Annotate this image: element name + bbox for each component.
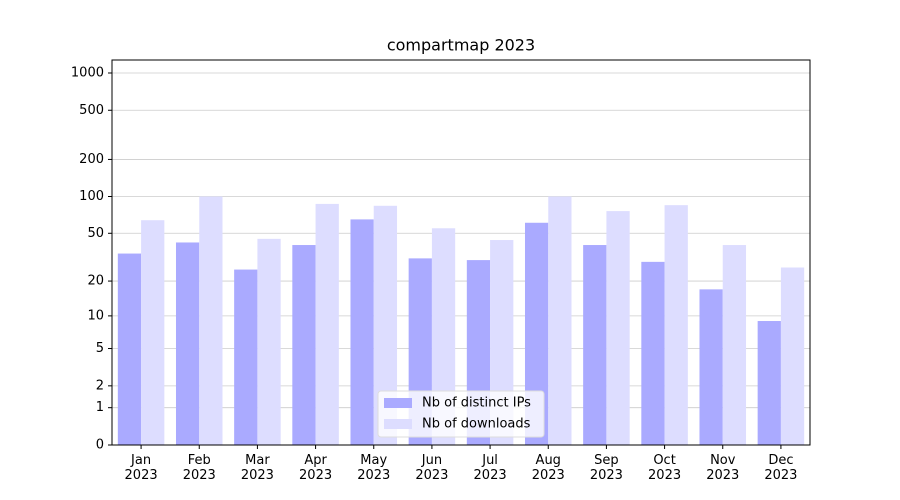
legend-swatch [384, 419, 412, 429]
bar [722, 245, 747, 445]
x-tick-label: Jun 2023 [415, 453, 449, 483]
x-tick-label: Oct 2023 [648, 453, 682, 483]
x-tick-label: May 2023 [357, 453, 391, 483]
bar [350, 219, 374, 445]
y-tick-label: 2 [96, 378, 104, 393]
y-tick-label: 500 [79, 103, 104, 118]
x-tick-label: Feb 2023 [182, 453, 216, 483]
x-tick-label: Apr 2023 [299, 453, 333, 483]
bar [117, 253, 142, 445]
x-tick-label: Jan 2023 [124, 453, 158, 483]
bar [257, 238, 281, 445]
bar [664, 205, 688, 445]
y-tick-label: 100 [79, 189, 104, 204]
x-tick-label: Mar 2023 [240, 453, 274, 483]
y-tick-label: 20 [87, 274, 104, 289]
y-tick-label: 50 [87, 226, 104, 241]
bar [373, 205, 398, 445]
x-tick-label: Aug 2023 [531, 453, 565, 483]
y-tick-label: 0 [96, 438, 104, 453]
y-tick-label: 200 [79, 152, 104, 167]
y-tick-label: 1000 [71, 65, 104, 80]
bar [141, 220, 165, 445]
bar [524, 222, 549, 445]
bar [199, 196, 223, 445]
legend: Nb of distinct IPs Nb of downloads [377, 390, 545, 438]
legend-label: Nb of downloads [422, 417, 531, 432]
bar [315, 203, 339, 445]
bar [757, 321, 781, 445]
plot-frame [111, 59, 811, 446]
bar [548, 196, 572, 445]
bar [234, 269, 258, 445]
bar [175, 242, 200, 445]
y-tick-label: 5 [96, 341, 104, 356]
chart-title: compartmap 2023 [387, 36, 535, 55]
bar [699, 289, 723, 445]
x-tick-label: Jul 2023 [473, 453, 507, 483]
bar [641, 261, 665, 445]
bar [583, 245, 607, 445]
bar [780, 267, 805, 445]
x-tick-label: Dec 2023 [764, 453, 798, 483]
y-tick-label: 10 [87, 308, 104, 323]
bar [606, 211, 630, 445]
legend-label: Nb of distinct IPs [422, 396, 531, 411]
legend-swatch [384, 398, 412, 408]
bar [292, 245, 316, 445]
y-tick-label: 1 [96, 400, 104, 415]
legend-box [377, 390, 545, 438]
x-tick-label: Sep 2023 [589, 453, 623, 483]
x-tick-label: Nov 2023 [706, 453, 740, 483]
